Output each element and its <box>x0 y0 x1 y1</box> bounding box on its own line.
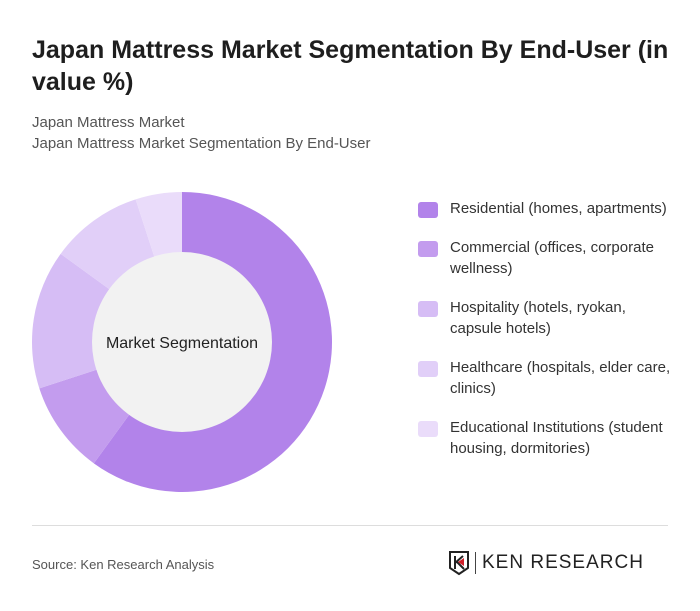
legend-swatch <box>418 202 438 218</box>
chart-title: Japan Mattress Market Segmentation By En… <box>32 36 669 96</box>
donut-chart: Market Segmentation <box>32 192 332 492</box>
source-note: Source: Ken Research Analysis <box>32 557 215 572</box>
divider <box>32 525 668 526</box>
legend-label: Educational Institutions (student housin… <box>450 419 663 457</box>
legend-swatch <box>418 361 438 377</box>
logo-text: KEN RESEARCH <box>482 552 644 573</box>
center-label: Market Segmentation <box>106 335 258 352</box>
legend-label: Commercial (offices, corporate wellness) <box>450 239 654 277</box>
legend-item: Hospitality (hotels, ryokan, capsule hot… <box>418 297 688 339</box>
legend-swatch <box>418 241 438 257</box>
legend-swatch <box>418 301 438 317</box>
logo-mark-icon <box>449 551 469 576</box>
legend-label: Healthcare (hospitals, elder care, clini… <box>450 359 671 397</box>
legend-swatch <box>418 421 438 437</box>
legend-item: Residential (homes, apartments) <box>418 198 688 219</box>
ken-research-logo: KEN RESEARCH <box>448 550 644 576</box>
legend-label: Hospitality (hotels, ryokan, capsule hot… <box>450 299 626 337</box>
chart-subtitle-2: Japan Mattress Market Segmentation By En… <box>32 135 371 152</box>
donut-center <box>92 252 272 432</box>
legend: Residential (homes, apartments) Commercia… <box>418 198 688 477</box>
legend-item: Healthcare (hospitals, elder care, clini… <box>418 357 688 399</box>
legend-item: Educational Institutions (student housin… <box>418 417 688 459</box>
chart-subtitle: Japan Mattress Market <box>32 114 185 131</box>
legend-item: Commercial (offices, corporate wellness) <box>418 237 688 279</box>
legend-label: Residential (homes, apartments) <box>450 200 667 217</box>
